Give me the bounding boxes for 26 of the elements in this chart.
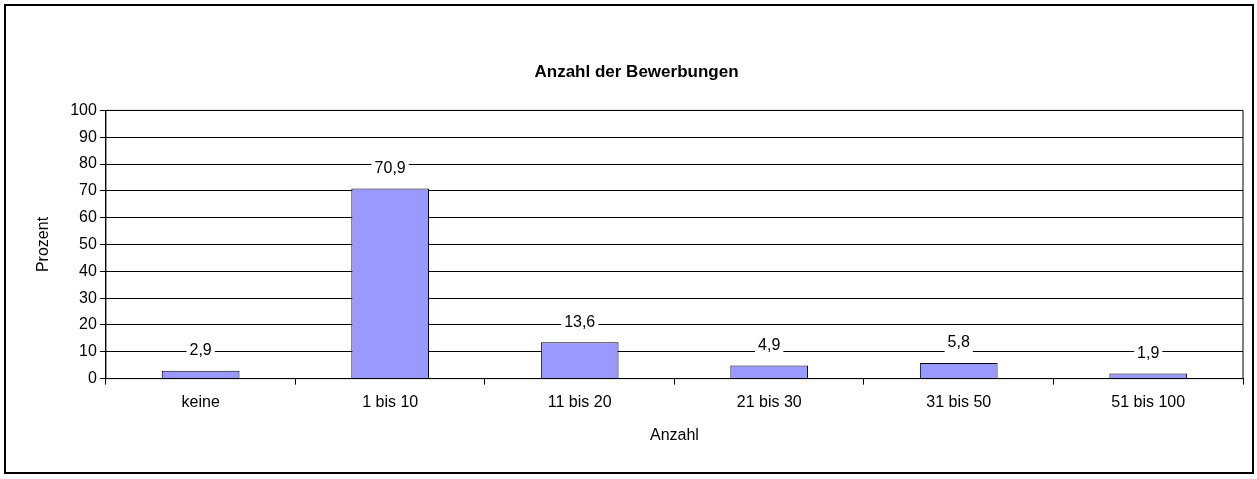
data-label: 1,9 [1137, 343, 1160, 361]
y-tick-label: 60 [79, 208, 97, 226]
data-label: 13,6 [564, 312, 596, 330]
x-tick-label: 1 bis 10 [362, 392, 419, 410]
x-tick-label: 11 bis 20 [547, 392, 612, 410]
y-tick-label: 20 [79, 315, 97, 333]
y-tick-label: 30 [79, 288, 97, 306]
x-tick-label: keine [181, 392, 220, 410]
x-tick-label: 21 bis 30 [736, 392, 802, 410]
y-tick-label: 90 [79, 127, 97, 145]
y-axis-title: Prozent [34, 216, 52, 273]
x-tick-label: 31 bis 50 [926, 392, 992, 410]
y-tick-label: 80 [79, 154, 97, 172]
y-tick-label: 100 [70, 100, 97, 118]
x-tick-label: 51 bis 100 [1111, 392, 1186, 410]
y-tick-label: 50 [79, 234, 97, 252]
data-label: 2,9 [189, 341, 212, 359]
y-tick-label: 0 [87, 369, 97, 387]
data-label: 70,9 [374, 158, 406, 176]
y-tick-label: 10 [79, 342, 97, 360]
data-label: 5,8 [947, 333, 970, 351]
x-axis-title: Anzahl [649, 425, 699, 443]
data-label: 4,9 [758, 335, 781, 353]
y-tick-label: 70 [79, 181, 97, 199]
y-tick-label: 40 [79, 261, 97, 279]
chart-title: Anzahl der Bewerbungen [534, 61, 739, 81]
